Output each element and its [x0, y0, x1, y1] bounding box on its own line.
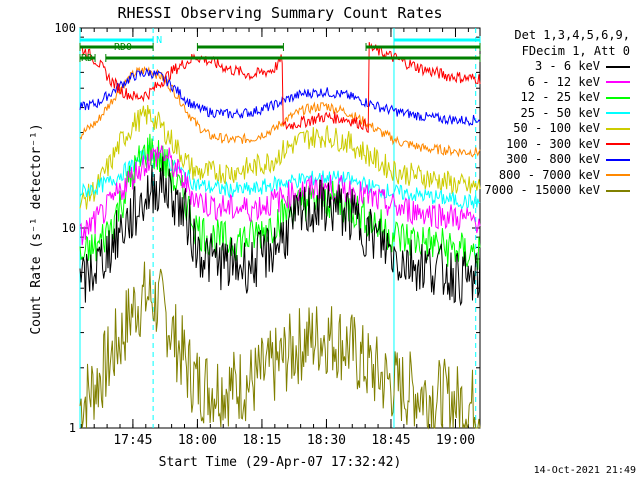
plot-area: 1 10 100 17:45 18:00 18:15 18:30 18:45 19:00 N RD0…: [54, 21, 481, 448]
series-line-50-100-kev: [79, 104, 481, 210]
x-tick-label: 18:00: [178, 433, 217, 448]
x-tick-label: 18:15: [242, 433, 281, 448]
annotation-label: N: [156, 35, 162, 46]
legend-entry: 12 - 25 keV: [472, 90, 630, 106]
annotation-label: RD: [81, 53, 93, 64]
x-tick-label: 17:45: [113, 433, 152, 448]
legend: Det 1,3,4,5,6,9, FDecim 1, Att 0 3 - 6 k…: [472, 28, 630, 199]
legend-header-1: Det 1,3,4,5,6,9,: [514, 28, 630, 42]
legend-swatch: [606, 96, 630, 99]
series-line-6-12-kev: [79, 145, 481, 246]
legend-label: 300 - 800 keV: [506, 152, 600, 166]
legend-swatch: [606, 81, 630, 84]
legend-label: 7000 - 15000 keV: [484, 183, 600, 197]
legend-entry: 7000 - 15000 keV: [472, 183, 630, 199]
legend-label: 25 - 50 keV: [520, 105, 600, 120]
legend-entry: 100 - 300 keV: [472, 137, 630, 153]
x-tick-label: 18:45: [371, 433, 410, 448]
legend-entry: 3 - 6 keV: [472, 59, 630, 75]
legend-header-2: FDecim 1, Att 0: [521, 43, 630, 58]
legend-entry: 25 - 50 keV: [472, 106, 630, 122]
legend-label: 3 - 6 keV: [534, 59, 600, 73]
annotation-label: RD0: [114, 42, 132, 53]
legend-entry: 50 - 100 keV: [472, 121, 630, 137]
generation-timestamp: 14-Oct-2021 21:49: [533, 465, 636, 476]
series-line-7000-15000-kev: [79, 261, 481, 430]
series-line-3-6-kev: [79, 156, 481, 307]
legend-entry: 800 - 7000 keV: [472, 168, 630, 184]
legend-swatch: [606, 158, 630, 161]
legend-entry: 6 - 12 keV: [472, 75, 630, 91]
series-line-300-800-kev: [79, 67, 481, 127]
legend-swatch: [606, 143, 630, 146]
x-tick-label: 19:00: [436, 433, 475, 448]
chart-title: RHESSI Observing Summary Count Rates: [117, 4, 442, 22]
x-tick-label: 18:30: [307, 433, 346, 448]
y-tick-label: 10: [62, 221, 76, 235]
legend-label: 6 - 12 keV: [527, 74, 600, 89]
legend-label: 50 - 100 keV: [513, 121, 600, 135]
legend-swatch: [606, 65, 630, 68]
y-tick-label: 1: [69, 421, 76, 435]
legend-entry: 300 - 800 keV: [472, 152, 630, 168]
y-tick-label: 100: [54, 21, 76, 35]
legend-swatch: [606, 112, 630, 115]
y-axis-label: Count Rate (s⁻¹ detector⁻¹): [29, 123, 44, 334]
legend-label: 100 - 300 keV: [506, 136, 600, 151]
series-line-100-300-kev: [79, 42, 481, 133]
legend-swatch: [606, 127, 630, 130]
legend-label: 12 - 25 keV: [520, 90, 600, 104]
legend-label: 800 - 7000 keV: [498, 167, 600, 182]
legend-swatch: [606, 174, 630, 177]
x-axis-label: Start Time (29-Apr-07 17:32:42): [159, 455, 402, 470]
legend-swatch: [606, 189, 630, 192]
